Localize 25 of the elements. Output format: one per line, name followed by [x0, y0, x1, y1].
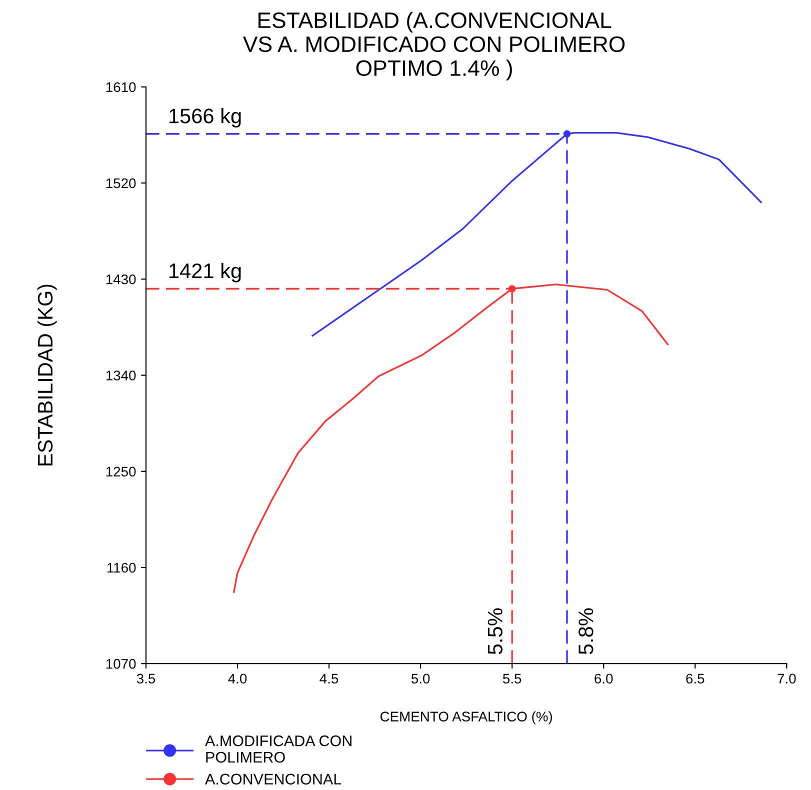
y-axis-title: ESTABILIDAD (KG) [37, 284, 57, 466]
ref-line-label: 5.5% [488, 608, 502, 654]
ref-line-label: 5.8% [578, 608, 594, 654]
y-tick-label: 1070 [106, 658, 136, 669]
x-tick-label: 6.0 [594, 674, 613, 684]
ref-line-label: 1421 kg [170, 262, 241, 282]
y-tick-label: 1340 [106, 370, 136, 380]
x-tick-label: 7.0 [778, 674, 796, 684]
chart-title: ESTABILIDAD (A.CONVENCIONAL VS A. MODIFICADO CON POLIMERO OPTIMO 1.4% ) [243, 12, 625, 80]
x-axis-title: CEMENTO ASFALTICO (%) [380, 711, 552, 724]
legend-label: A.CONVENCIONAL [205, 774, 342, 785]
x-tick-label: 5.5 [502, 674, 522, 684]
x-tick-label: 3.5 [136, 674, 156, 684]
y-tick-label: 1610 [106, 82, 136, 92]
x-tick-label: 6.5 [686, 674, 704, 684]
x-tick-label: 4.0 [228, 674, 247, 684]
y-tick-label: 1520 [106, 178, 136, 188]
y-tick-label: 1250 [106, 466, 136, 477]
x-tick-label: 4.5 [320, 674, 338, 684]
legend-label: A.MODIFICADA CON POLIMERO [205, 735, 352, 763]
ref-line-label: 1566 kg [170, 108, 241, 128]
y-tick-label: 1430 [106, 274, 136, 284]
x-tick-label: 5.0 [411, 674, 430, 684]
y-tick-label: 1160 [107, 562, 136, 573]
line-series [312, 132, 762, 337]
